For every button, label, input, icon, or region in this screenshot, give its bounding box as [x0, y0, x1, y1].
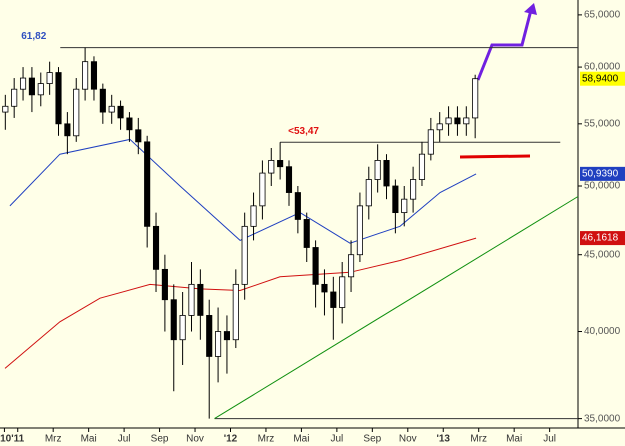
candle-body	[339, 276, 346, 308]
candle-body	[410, 179, 417, 200]
candle-body	[135, 129, 142, 143]
y-tick-label: 55,0000	[584, 118, 621, 129]
candle-body	[383, 160, 390, 187]
x-tick-label: Mrz	[470, 434, 487, 445]
x-tick-label: Sep	[363, 434, 381, 445]
candle-body	[46, 72, 53, 84]
candle-body	[19, 77, 27, 90]
x-tick-label: Mai	[81, 434, 97, 445]
value-label: 58,9400	[582, 73, 619, 84]
x-tick-label: Mai	[506, 434, 522, 445]
candle-body	[427, 129, 434, 155]
level-label: 61,82	[21, 31, 46, 42]
ma-line	[4, 237, 477, 369]
candle-body	[259, 172, 266, 207]
x-tick-label: Sep	[151, 434, 169, 445]
ma-line	[214, 196, 579, 420]
candle-body	[161, 268, 168, 301]
level-label: <53,47	[288, 126, 319, 137]
value-label: 46,1618	[582, 233, 619, 244]
candle-body	[90, 61, 98, 90]
x-tick-label: Mrz	[258, 434, 275, 445]
candle-body	[108, 105, 115, 113]
x-tick-label: Jul	[543, 434, 556, 445]
candle-body	[277, 160, 284, 168]
candle-body	[374, 160, 381, 180]
x-tick-label: Mai	[293, 434, 309, 445]
candle-body	[365, 179, 372, 207]
value-box	[580, 231, 625, 246]
candle-body	[188, 283, 195, 316]
candle-body	[64, 123, 71, 137]
candle-body	[268, 160, 275, 174]
y-tick-label: 60,0000	[584, 62, 621, 73]
y-tick-label: 40,0000	[584, 326, 621, 337]
ma-line	[9, 138, 477, 244]
x-tick-label: '11	[11, 434, 24, 445]
candle-body	[37, 83, 44, 96]
candle-body	[73, 88, 80, 137]
candle-body	[232, 283, 239, 341]
candle-body	[472, 78, 479, 119]
candle-body	[347, 254, 355, 278]
candle-body	[152, 225, 160, 270]
candle-body	[170, 299, 177, 341]
candle-body	[241, 225, 248, 285]
candle-body	[454, 117, 461, 125]
value-box	[580, 166, 625, 181]
value-box	[580, 71, 625, 86]
candle-body	[215, 331, 222, 357]
candle-body	[179, 315, 186, 341]
arrow-head	[524, 3, 537, 15]
x-tick-label: Jul	[118, 434, 131, 445]
candle-body	[117, 105, 124, 119]
candle-body	[250, 205, 257, 227]
x-tick-label: Nov	[399, 434, 417, 445]
candle-body	[312, 247, 319, 285]
y-tick-label: 45,0000	[584, 249, 621, 260]
x-tick-label: Jul	[330, 434, 343, 445]
candle-body	[445, 117, 452, 125]
candle-body	[463, 117, 470, 125]
candle-body	[436, 123, 443, 131]
candle-body	[11, 88, 18, 107]
candle-body	[418, 153, 426, 180]
y-tick-label: 50,0000	[584, 181, 621, 192]
x-tick-label: '12	[224, 434, 238, 445]
candle-body	[2, 105, 9, 113]
candle-body	[392, 185, 399, 214]
y-tick-label: 65,0000	[584, 10, 621, 21]
candle-body	[144, 141, 151, 227]
annotation-line	[459, 154, 531, 159]
x-tick-label: Mrz	[45, 434, 62, 445]
candle-body	[401, 198, 408, 214]
candle-body	[28, 77, 35, 96]
x-tick-label: Nov	[186, 434, 204, 445]
y-tick-label: 35,0000	[584, 413, 621, 424]
candle-body	[99, 88, 106, 113]
candle-body	[55, 72, 62, 125]
x-tick-label: '13	[436, 434, 450, 445]
candle-body	[82, 61, 89, 90]
candle-body	[223, 331, 231, 341]
candle-body	[330, 291, 337, 308]
annotation-arrow	[476, 9, 533, 81]
candle-body	[197, 283, 204, 316]
candle-body	[321, 283, 328, 293]
candle-body	[356, 205, 363, 256]
candle-body	[303, 219, 310, 248]
candle-body	[206, 315, 213, 357]
value-label: 50,9390	[582, 168, 619, 179]
candle-body	[294, 192, 301, 220]
candle-body	[285, 166, 293, 193]
x-tick-label: '10	[0, 434, 12, 445]
candle-body	[126, 117, 133, 131]
